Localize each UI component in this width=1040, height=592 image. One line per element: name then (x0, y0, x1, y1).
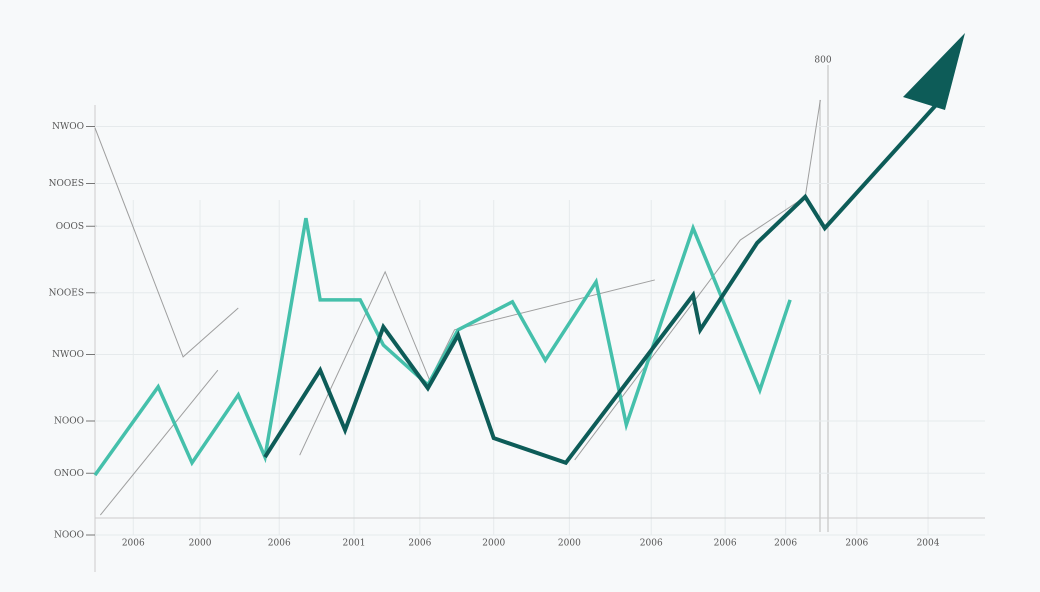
y-tick-label: NOOES (49, 179, 84, 189)
y-tick-label: NOOO (54, 417, 84, 427)
x-tick-label: 2006 (122, 539, 145, 549)
x-tick-label: 2006 (408, 539, 431, 549)
y-tick-label: ONOO (54, 469, 84, 479)
series-line (263, 93, 947, 466)
y-tick-label: NOOES (49, 288, 84, 298)
x-tick-label: 2006 (640, 539, 663, 549)
x-tick-label: 2006 (268, 539, 291, 549)
x-tick-label: 2000 (558, 539, 581, 549)
x-tick-label: 2004 (917, 539, 940, 549)
x-tick-label: 2000 (189, 539, 212, 549)
y-tick-label: NOOO (54, 531, 84, 541)
series-line (94, 127, 239, 358)
x-tick-label: 2006 (774, 539, 797, 549)
x-tick-label: 2006 (714, 539, 737, 549)
annotation: 800 (814, 56, 831, 66)
x-tick-label: 2000 (482, 539, 505, 549)
series-line (574, 99, 821, 461)
series-line (93, 217, 792, 477)
x-tick-label: 2006 (845, 539, 868, 549)
y-tick-label: NWOO (52, 350, 84, 360)
series-line (99, 369, 219, 516)
y-tick-label: NWOO (52, 122, 84, 132)
arrow-head (903, 33, 965, 110)
x-tick-label: 2001 (343, 539, 366, 549)
y-tick-label: OOOS (56, 222, 84, 232)
plot: NOOO ONOO NOOO NWOO NOOES OOOS NOOES NWOO 2006 20… (49, 93, 985, 549)
